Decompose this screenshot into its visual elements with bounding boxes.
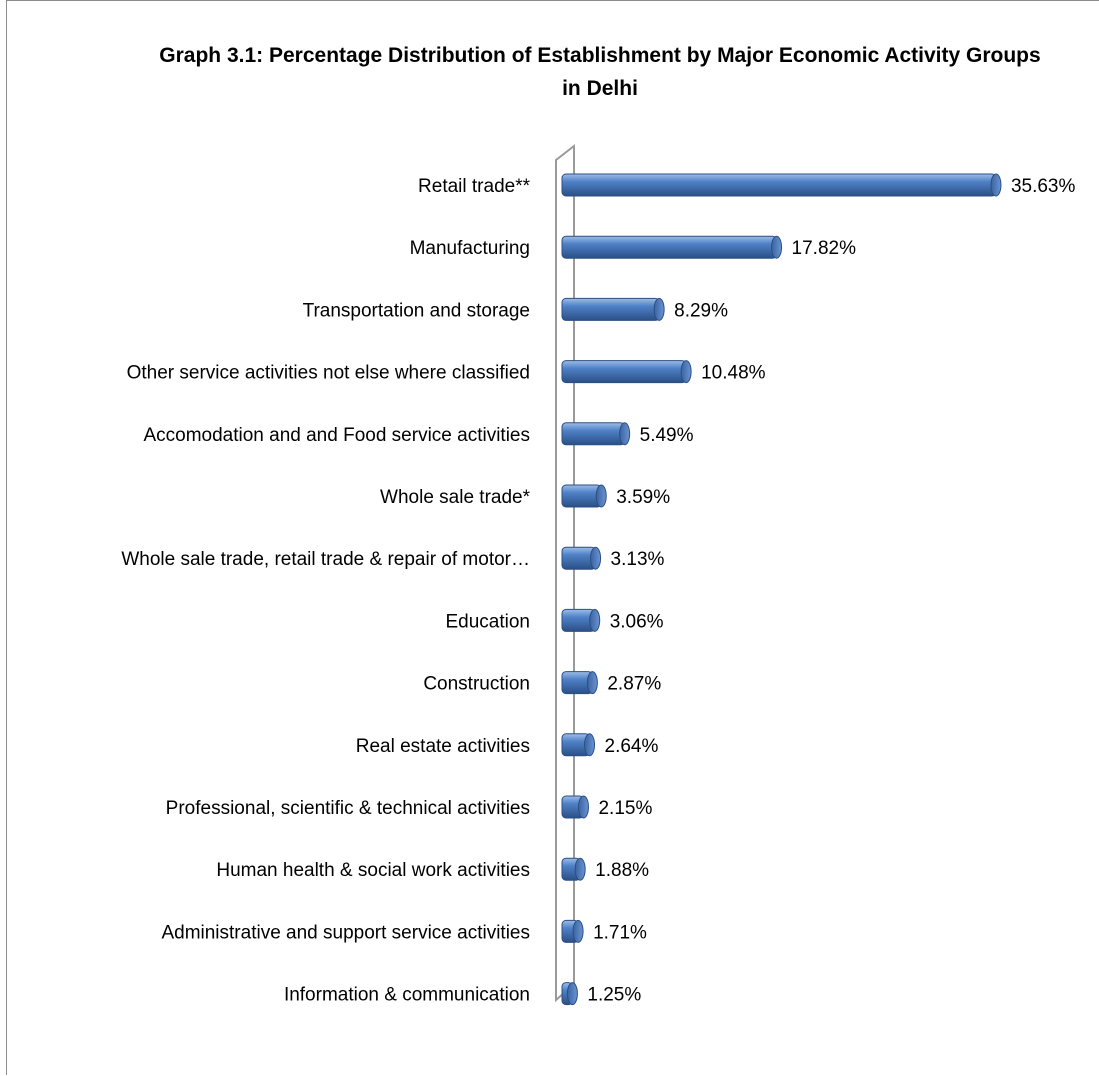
data-label: 35.63%: [1011, 176, 1076, 197]
bar-body: [561, 173, 997, 197]
bar: [561, 173, 1002, 197]
bar-body: [561, 484, 602, 508]
data-label: 3.59%: [616, 487, 670, 508]
bar-end-cap: [589, 608, 601, 632]
bar: [561, 297, 665, 321]
data-label: 2.15%: [598, 798, 652, 819]
bar-body: [561, 235, 778, 259]
chart-frame: [6, 0, 1099, 1075]
bar-end-cap: [771, 235, 783, 259]
bar-end-cap: [577, 795, 589, 819]
category-label: Whole sale trade, retail trade & repair …: [121, 549, 530, 570]
bar-end-cap: [990, 173, 1002, 197]
bar: [561, 484, 607, 508]
category-label: Education: [445, 611, 530, 632]
chart-title: Graph 3.1: Percentage Distribution of Es…: [159, 44, 1041, 100]
bar-end-cap: [586, 671, 598, 695]
bar-end-cap: [572, 919, 584, 943]
bars-layer: [561, 173, 1002, 1006]
data-label: 3.06%: [610, 611, 664, 632]
category-label: Other service activities not else where …: [127, 363, 530, 384]
bar-end-cap: [590, 546, 602, 570]
category-label: Human health & social work activities: [216, 860, 530, 881]
bar: [561, 422, 631, 446]
bar: [561, 795, 589, 819]
bar-body: [561, 297, 660, 321]
category-label: Construction: [423, 674, 530, 695]
bar: [561, 360, 692, 384]
bar: [561, 733, 596, 757]
bar: [561, 857, 586, 881]
data-label: 5.49%: [640, 425, 694, 446]
data-label: 1.71%: [593, 922, 647, 943]
bar-end-cap: [653, 297, 665, 321]
bar-end-cap: [566, 982, 578, 1006]
bar: [561, 546, 602, 570]
category-label: Information & communication: [284, 985, 530, 1006]
category-label: Retail trade**: [418, 176, 531, 197]
data-label: 17.82%: [792, 238, 857, 259]
bar-body: [561, 422, 626, 446]
category-label: Transportation and storage: [303, 300, 530, 321]
bar: [561, 671, 598, 695]
category-label: Manufacturing: [410, 238, 530, 259]
data-label: 2.64%: [605, 736, 659, 757]
data-label: 1.88%: [595, 860, 649, 881]
category-label: Real estate activities: [356, 736, 530, 757]
data-label: 1.25%: [587, 985, 641, 1006]
bar-end-cap: [574, 857, 586, 881]
category-label: Administrative and support service activ…: [161, 922, 530, 943]
bar-body: [561, 360, 687, 384]
data-label: 10.48%: [701, 363, 766, 384]
bar-end-cap: [619, 422, 631, 446]
bar: [561, 235, 783, 259]
category-label: Professional, scientific & technical act…: [166, 798, 530, 819]
bar-end-cap: [595, 484, 607, 508]
bar-end-cap: [680, 360, 692, 384]
data-label: 3.13%: [611, 549, 665, 570]
category-label: Accomodation and and Food service activi…: [143, 425, 530, 446]
data-label: 2.87%: [607, 674, 661, 695]
category-label: Whole sale trade*: [380, 487, 531, 508]
data-label: 8.29%: [674, 300, 728, 321]
labels-layer: Retail trade** 35.63% Manufacturing 17.82% T…: [121, 176, 1075, 1006]
bar: [561, 919, 584, 943]
bar-end-cap: [584, 733, 596, 757]
bar: [561, 982, 578, 1006]
bar: [561, 608, 601, 632]
